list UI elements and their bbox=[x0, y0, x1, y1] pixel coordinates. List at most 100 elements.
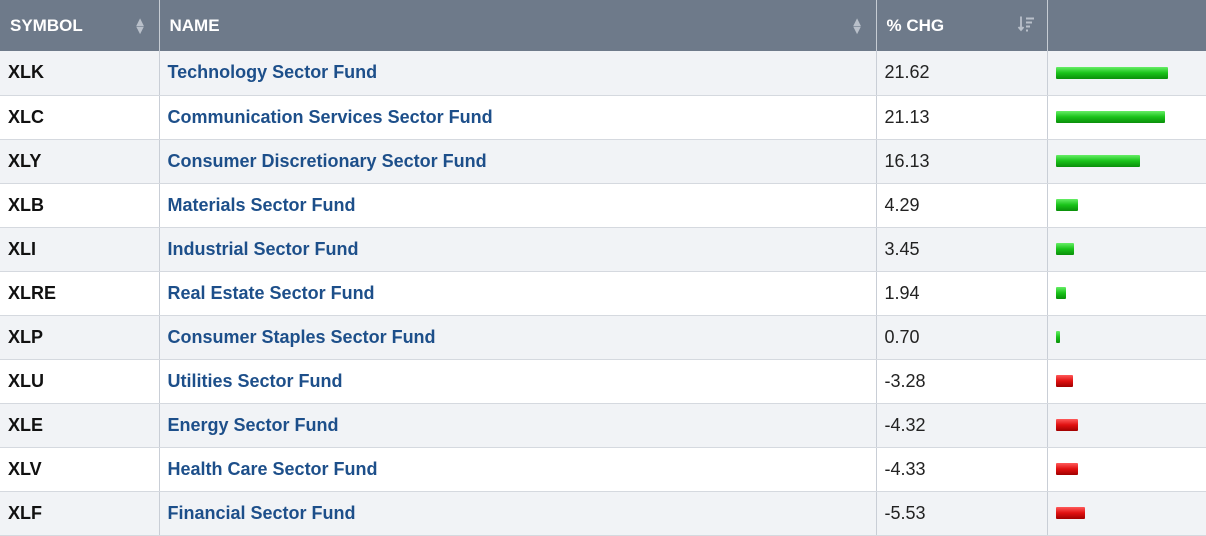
name-cell: Technology Sector Fund bbox=[159, 51, 877, 96]
pct-change-value: 16.13 bbox=[884, 150, 930, 171]
symbol-cell: XLY bbox=[0, 139, 160, 184]
change-bar-cell bbox=[1047, 95, 1206, 140]
symbol-cell: XLK bbox=[0, 51, 160, 96]
fund-name-link[interactable]: Financial Sector Fund bbox=[167, 502, 356, 523]
fund-name-link[interactable]: Industrial Sector Fund bbox=[167, 238, 359, 259]
sort-descending-icon[interactable] bbox=[1017, 14, 1035, 37]
fund-name-link[interactable]: Technology Sector Fund bbox=[167, 62, 378, 83]
table-row: XLB Materials Sector Fund 4.29 bbox=[0, 183, 1206, 228]
symbol-text: XLC bbox=[8, 106, 44, 127]
change-bar bbox=[1055, 287, 1066, 299]
fund-name-link[interactable]: Utilities Sector Fund bbox=[167, 370, 343, 391]
change-bar-cell bbox=[1047, 139, 1206, 184]
fund-name-link[interactable]: Consumer Discretionary Sector Fund bbox=[167, 150, 487, 171]
header-row: SYMBOL ▲ ▼ NAME ▲ ▼ % CHG bbox=[0, 0, 1206, 51]
change-bar bbox=[1055, 155, 1140, 167]
pct-change-cell: 4.29 bbox=[876, 183, 1048, 228]
name-cell: Health Care Sector Fund bbox=[159, 447, 877, 492]
name-cell: Consumer Discretionary Sector Fund bbox=[159, 139, 877, 184]
symbol-text: XLV bbox=[8, 458, 42, 479]
fund-name-link[interactable]: Consumer Staples Sector Fund bbox=[167, 326, 436, 347]
pct-change-value: 3.45 bbox=[884, 238, 920, 259]
symbol-text: XLE bbox=[8, 414, 44, 435]
pct-change-cell: 3.45 bbox=[876, 227, 1048, 272]
pct-change-value: -4.33 bbox=[884, 458, 926, 479]
pct-change-cell: -3.28 bbox=[876, 359, 1048, 404]
pct-change-value: -5.53 bbox=[884, 502, 926, 523]
pct-change-cell: 21.13 bbox=[876, 95, 1048, 140]
symbol-text: XLRE bbox=[8, 282, 57, 303]
change-bar-cell bbox=[1047, 447, 1206, 492]
name-cell: Financial Sector Fund bbox=[159, 491, 877, 536]
symbol-cell: XLV bbox=[0, 447, 160, 492]
symbol-header-label: SYMBOL bbox=[10, 15, 83, 35]
name-cell: Industrial Sector Fund bbox=[159, 227, 877, 272]
pct-change-cell: 21.62 bbox=[876, 51, 1048, 96]
change-bar bbox=[1055, 243, 1074, 255]
change-bar-cell bbox=[1047, 227, 1206, 272]
change-bar bbox=[1055, 331, 1060, 343]
name-cell: Utilities Sector Fund bbox=[159, 359, 877, 404]
pct-change-cell: -5.53 bbox=[876, 491, 1048, 536]
symbol-column-header[interactable]: SYMBOL ▲ ▼ bbox=[0, 0, 160, 51]
chg-column-header[interactable]: % CHG bbox=[876, 0, 1048, 51]
table-row: XLK Technology Sector Fund 21.62 bbox=[0, 51, 1206, 96]
change-bar bbox=[1055, 507, 1085, 519]
symbol-cell: XLU bbox=[0, 359, 160, 404]
pct-change-cell: -4.33 bbox=[876, 447, 1048, 492]
symbol-cell: XLE bbox=[0, 403, 160, 448]
symbol-cell: XLC bbox=[0, 95, 160, 140]
change-bar-cell bbox=[1047, 491, 1206, 536]
change-bar-cell bbox=[1047, 271, 1206, 316]
pct-change-value: 1.94 bbox=[884, 282, 920, 303]
symbol-text: XLI bbox=[8, 238, 37, 259]
name-cell: Materials Sector Fund bbox=[159, 183, 877, 228]
fund-name-link[interactable]: Communication Services Sector Fund bbox=[167, 106, 493, 127]
change-bar bbox=[1055, 111, 1165, 123]
symbol-text: XLY bbox=[8, 150, 42, 171]
name-column-header[interactable]: NAME ▲ ▼ bbox=[159, 0, 877, 51]
change-bar bbox=[1055, 419, 1078, 431]
table-row: XLF Financial Sector Fund -5.53 bbox=[0, 491, 1206, 536]
change-bar bbox=[1055, 199, 1078, 211]
change-bar-cell bbox=[1047, 51, 1206, 96]
table-row: XLE Energy Sector Fund -4.32 bbox=[0, 403, 1206, 448]
symbol-text: XLK bbox=[8, 62, 44, 83]
pct-change-value: 4.29 bbox=[884, 194, 920, 215]
symbol-cell: XLP bbox=[0, 315, 160, 360]
fund-name-link[interactable]: Real Estate Sector Fund bbox=[167, 282, 375, 303]
pct-change-cell: 1.94 bbox=[876, 271, 1048, 316]
change-bar bbox=[1055, 375, 1073, 387]
name-cell: Energy Sector Fund bbox=[159, 403, 877, 448]
pct-change-cell: 16.13 bbox=[876, 139, 1048, 184]
table-row: XLU Utilities Sector Fund -3.28 bbox=[0, 359, 1206, 404]
symbol-cell: XLRE bbox=[0, 271, 160, 316]
symbol-text: XLB bbox=[8, 194, 44, 215]
fund-name-link[interactable]: Energy Sector Fund bbox=[167, 414, 339, 435]
symbol-cell: XLF bbox=[0, 491, 160, 536]
sort-both-icon[interactable]: ▲ ▼ bbox=[133, 13, 147, 37]
symbol-text: XLU bbox=[8, 370, 44, 391]
symbol-text: XLF bbox=[8, 502, 42, 523]
sort-both-icon[interactable]: ▲ ▼ bbox=[850, 13, 864, 37]
pct-change-value: 0.70 bbox=[884, 326, 920, 347]
name-header-label: NAME bbox=[169, 15, 220, 35]
symbol-text: XLP bbox=[8, 326, 44, 347]
fund-name-link[interactable]: Materials Sector Fund bbox=[167, 194, 356, 215]
table-row: XLC Communication Services Sector Fund 2… bbox=[0, 95, 1206, 140]
bar-column-header bbox=[1047, 0, 1206, 51]
symbol-cell: XLI bbox=[0, 227, 160, 272]
table-row: XLV Health Care Sector Fund -4.33 bbox=[0, 447, 1206, 492]
pct-change-value: -4.32 bbox=[884, 414, 926, 435]
change-bar-cell bbox=[1047, 183, 1206, 228]
table-row: XLRE Real Estate Sector Fund 1.94 bbox=[0, 271, 1206, 316]
name-cell: Consumer Staples Sector Fund bbox=[159, 315, 877, 360]
change-bar-cell bbox=[1047, 315, 1206, 360]
table-row: XLP Consumer Staples Sector Fund 0.70 bbox=[0, 315, 1206, 360]
change-bar bbox=[1055, 463, 1078, 475]
symbol-cell: XLB bbox=[0, 183, 160, 228]
pct-change-cell: 0.70 bbox=[876, 315, 1048, 360]
fund-name-link[interactable]: Health Care Sector Fund bbox=[167, 458, 378, 479]
pct-change-value: -3.28 bbox=[884, 370, 926, 391]
